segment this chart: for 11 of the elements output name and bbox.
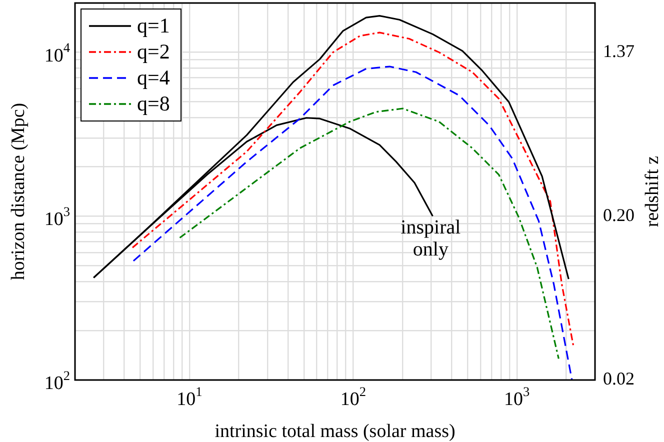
annotation: inspiral only — [400, 216, 462, 260]
legend-label: q=4 — [137, 66, 170, 90]
legend-label: q=8 — [137, 92, 170, 116]
legend-label: q=1 — [137, 14, 170, 38]
text: 0.20 — [603, 204, 634, 225]
y-axis-title: horizon distance (Mpc) — [8, 102, 29, 280]
text: 1.37 — [603, 41, 634, 62]
x-axis-title: intrinsic total mass (solar mass) — [214, 421, 456, 442]
text: 0.02 — [603, 368, 634, 389]
legend-label: q=2 — [137, 40, 170, 64]
y2-axis-title: redshift z — [642, 156, 663, 228]
